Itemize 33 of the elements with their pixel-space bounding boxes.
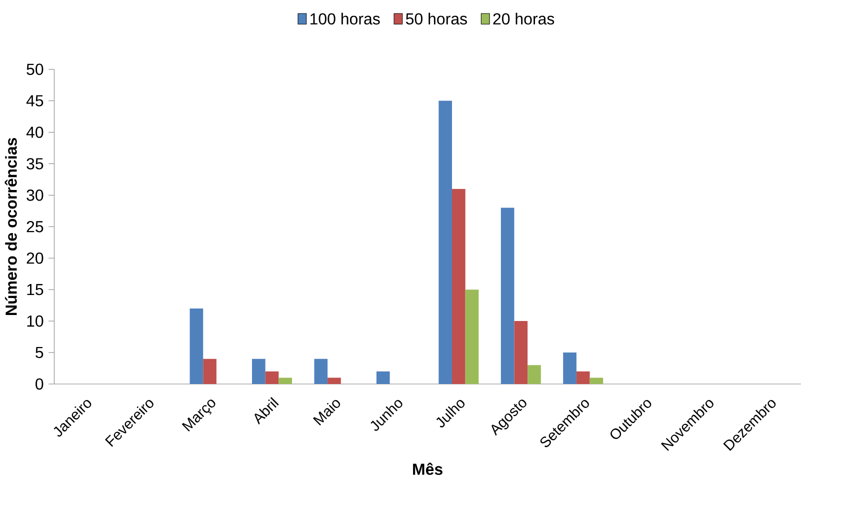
bar xyxy=(252,358,266,384)
y-tick-label: 40 xyxy=(26,126,44,138)
bar xyxy=(265,371,279,384)
bar xyxy=(314,358,328,384)
bar xyxy=(278,378,292,384)
bar xyxy=(590,378,604,384)
legend-label: 50 horas xyxy=(406,12,467,24)
y-tick-label: 35 xyxy=(26,158,44,170)
y-tick-label: 25 xyxy=(26,220,44,232)
x-axis-title: Mês xyxy=(413,462,442,475)
bar xyxy=(576,371,590,384)
y-tick-label: 10 xyxy=(27,315,44,327)
bar xyxy=(452,188,466,384)
bar xyxy=(376,371,390,384)
bar xyxy=(528,364,541,384)
y-tick-label: 5 xyxy=(36,346,44,358)
bar xyxy=(500,208,514,384)
y-tick-label: 15 xyxy=(27,284,44,296)
y-tick-label: 50 xyxy=(26,64,44,75)
legend-label: 20 horas xyxy=(493,12,554,24)
bar xyxy=(563,352,576,384)
y-tick-label: 0 xyxy=(36,378,44,390)
bar xyxy=(328,378,341,384)
legend-label: 100 horas xyxy=(310,12,380,24)
bar xyxy=(465,289,479,384)
bar xyxy=(203,358,216,384)
bar xyxy=(438,100,452,384)
bar xyxy=(514,320,528,384)
y-tick-label: 45 xyxy=(26,95,44,106)
bar xyxy=(190,308,204,384)
y-tick-label: 30 xyxy=(26,189,44,201)
y-tick-label: 20 xyxy=(26,252,44,264)
y-axis-title: Número de ocorrências xyxy=(4,138,17,315)
